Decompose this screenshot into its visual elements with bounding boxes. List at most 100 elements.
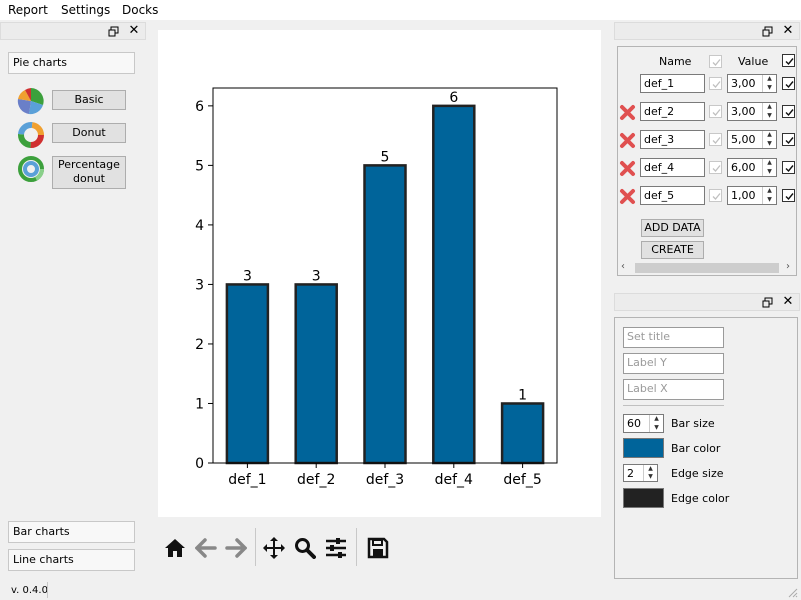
row-value-spinbox[interactable]: 1,00 ▲ ▼	[727, 186, 777, 205]
close-dock-icon[interactable]: ✕	[782, 294, 794, 309]
pie-percentage-donut-button[interactable]: Percentage donut	[52, 156, 126, 189]
label-x-input[interactable]: Label X	[623, 379, 724, 400]
x-tick-label: def_1	[228, 472, 266, 488]
chart-bar	[225, 283, 270, 465]
spin-arrows[interactable]: ▲ ▼	[762, 159, 776, 176]
row-select-checkbox[interactable]	[782, 189, 795, 202]
row-name-input[interactable]: def_1	[640, 74, 705, 93]
chart-canvas[interactable]: 3 def_1 3 def_2 5 def_3 6 def_4 1 def_5 0 1 2 3 4 5 6	[158, 30, 601, 517]
row-value-spinbox[interactable]: 3,00 ▲ ▼	[727, 102, 777, 121]
row-name-input[interactable]: def_2	[640, 102, 705, 121]
menu-docks[interactable]: Docks	[122, 3, 159, 17]
pie-basic-button[interactable]: Basic	[52, 90, 126, 110]
select-all-checkbox[interactable]	[782, 54, 795, 67]
delete-row-icon[interactable]	[619, 132, 636, 149]
pie-percentage-donut-icon	[18, 156, 44, 182]
zoom-icon[interactable]	[294, 537, 316, 559]
forward-icon[interactable]	[225, 537, 247, 559]
data-dock-titlebar[interactable]: ✕	[614, 22, 800, 40]
size-grip-icon[interactable]	[786, 586, 798, 598]
add-data-button[interactable]: ADD DATA	[641, 219, 704, 237]
pie-charts-header[interactable]: Pie charts	[8, 52, 135, 74]
row-value: 3,00	[731, 105, 756, 118]
close-dock-icon[interactable]: ✕	[128, 23, 140, 38]
scrollbar-thumb[interactable]	[635, 263, 779, 273]
settings-dock-titlebar[interactable]: ✕	[614, 293, 800, 311]
scroll-left-icon[interactable]: ‹	[621, 261, 625, 272]
edge-size-value: 2	[627, 467, 634, 480]
row-visible-checkbox	[709, 161, 722, 174]
row-value-spinbox[interactable]: 3,00 ▲ ▼	[727, 74, 777, 93]
bar-data-label: 1	[518, 387, 527, 403]
bar-data-label: 3	[312, 268, 321, 284]
spin-arrows[interactable]: ▲ ▼	[762, 103, 776, 120]
chart-bar	[363, 164, 407, 465]
bar-charts-header[interactable]: Bar charts	[8, 521, 135, 543]
label-y-input[interactable]: Label Y	[623, 353, 724, 374]
version-label: v. 0.4.0	[11, 585, 48, 596]
chart-bar	[294, 283, 338, 465]
close-dock-icon[interactable]: ✕	[782, 23, 794, 38]
save-icon[interactable]	[367, 537, 389, 559]
row-select-checkbox[interactable]	[782, 105, 795, 118]
delete-row-icon[interactable]	[619, 160, 636, 177]
y-tick-label: 5	[195, 158, 204, 174]
row-select-checkbox[interactable]	[782, 77, 795, 90]
row-visible-checkbox	[709, 77, 722, 90]
toolbar-separator	[356, 528, 357, 566]
float-dock-icon[interactable]	[762, 297, 773, 308]
row-visible-checkbox	[709, 133, 722, 146]
row-name-input[interactable]: def_3	[640, 130, 705, 149]
pie-basic-icon	[17, 88, 44, 115]
spin-arrows[interactable]: ▲ ▼	[762, 131, 776, 148]
pie-donut-button[interactable]: Donut	[52, 123, 126, 143]
row-select-checkbox[interactable]	[782, 161, 795, 174]
delete-row-icon[interactable]	[619, 104, 636, 121]
scroll-right-icon[interactable]: ›	[786, 261, 790, 272]
y-tick-label: 3	[195, 277, 204, 293]
chart-bar	[500, 402, 545, 465]
bar-chart: 3 def_1 3 def_2 5 def_3 6 def_4 1 def_5 0 1 2 3 4 5 6	[195, 87, 558, 488]
row-value: 1,00	[731, 189, 756, 202]
bar-size-spinbox[interactable]: 60 ▲ ▼	[623, 414, 664, 433]
x-tick-label: def_4	[435, 472, 473, 488]
bar-color-swatch[interactable]	[623, 438, 664, 458]
menu-settings[interactable]: Settings	[61, 3, 111, 17]
home-icon[interactable]	[164, 537, 186, 559]
spin-arrows[interactable]: ▲ ▼	[762, 75, 776, 92]
x-tick-label: def_3	[366, 472, 404, 488]
float-dock-icon[interactable]	[762, 26, 773, 37]
chart-title-input[interactable]: Set title	[623, 327, 724, 348]
row-name-input[interactable]: def_4	[640, 158, 705, 177]
spin-arrows[interactable]: ▲ ▼	[643, 465, 657, 481]
settings-divider	[623, 405, 724, 406]
bar-data-label: 5	[381, 149, 390, 165]
menu-report[interactable]: Report	[8, 3, 48, 17]
float-dock-icon[interactable]	[108, 26, 119, 37]
back-icon[interactable]	[195, 537, 217, 559]
plot-frame	[212, 87, 558, 464]
bar-data-label: 3	[243, 268, 252, 284]
create-button[interactable]: CREATE	[641, 241, 704, 259]
spin-arrows[interactable]: ▲ ▼	[649, 415, 663, 432]
status-divider	[47, 582, 48, 598]
x-tick-label: def_5	[503, 472, 541, 488]
row-value-spinbox[interactable]: 6,00 ▲ ▼	[727, 158, 777, 177]
row-select-checkbox[interactable]	[782, 133, 795, 146]
row-visible-checkbox	[709, 189, 722, 202]
edge-color-label: Edge color	[671, 492, 730, 505]
line-charts-header[interactable]: Line charts	[8, 549, 135, 571]
spin-arrows[interactable]: ▲ ▼	[762, 187, 776, 204]
left-dock-titlebar[interactable]: ✕	[0, 22, 146, 40]
edge-size-spinbox[interactable]: 2 ▲ ▼	[623, 464, 658, 482]
delete-row-icon[interactable]	[619, 188, 636, 205]
horizontal-scrollbar[interactable]: ‹ ›	[620, 261, 796, 275]
chart-bar	[432, 104, 476, 465]
x-tick-label: def_2	[297, 472, 335, 488]
row-name-input[interactable]: def_5	[640, 186, 705, 205]
configure-icon[interactable]	[325, 537, 347, 559]
y-tick-label: 6	[195, 99, 204, 115]
pan-icon[interactable]	[262, 536, 286, 560]
row-value-spinbox[interactable]: 5,00 ▲ ▼	[727, 130, 777, 149]
edge-color-swatch[interactable]	[623, 488, 664, 508]
